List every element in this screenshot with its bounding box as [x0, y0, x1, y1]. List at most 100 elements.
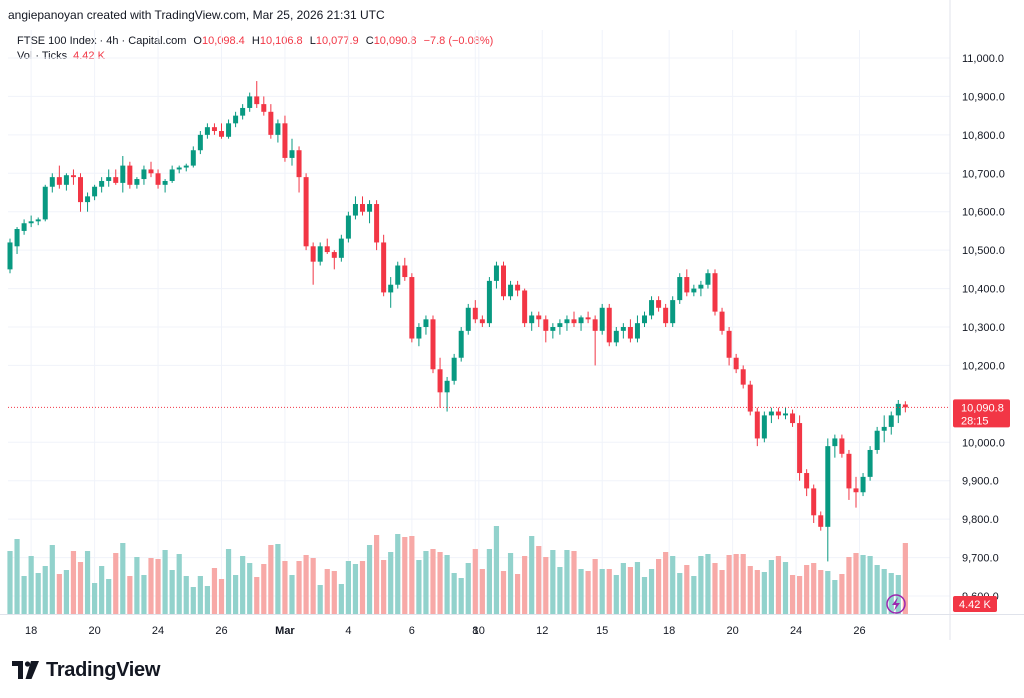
volume-bar [564, 550, 570, 614]
candle-body [839, 438, 845, 454]
close-label: C [365, 35, 374, 47]
candle-body [56, 177, 62, 185]
volume-bar [529, 536, 535, 614]
grid [0, 0, 1024, 640]
candle-body [211, 127, 217, 132]
volume-bar [747, 566, 753, 614]
volume-bar [853, 553, 859, 614]
candle-body [35, 219, 41, 222]
time-tick-label: 6 [409, 625, 415, 637]
time-axis[interactable]: 18 20 24 26 Mar 4 6 810 12 15 18 20 24 26 [25, 625, 866, 637]
candle-body [747, 384, 753, 412]
volume-bar [141, 575, 147, 614]
candle-body [28, 221, 34, 224]
candle-body [275, 123, 281, 135]
candle-body [486, 280, 492, 324]
price-tick-label: 9,800.0 [962, 514, 999, 526]
candle-body [902, 404, 908, 408]
volume-bar [7, 551, 13, 614]
volume-bar [282, 561, 288, 614]
candle-body [585, 317, 591, 320]
time-tick-label: 20 [88, 625, 100, 637]
volume-bar [381, 560, 387, 614]
volume-bar [268, 545, 274, 614]
candle-body [881, 426, 887, 431]
volume-bar [641, 577, 648, 614]
volume-bar [120, 543, 126, 614]
volume-bar [63, 570, 69, 614]
volume-bar [627, 567, 633, 614]
candle-body [712, 273, 718, 312]
lightning-icon[interactable] [886, 594, 906, 614]
tradingview-logo[interactable]: TradingView [12, 658, 160, 682]
volume-bar [169, 570, 175, 614]
volume-bar [275, 544, 281, 614]
volume-bar [663, 552, 669, 614]
candle-body [303, 177, 309, 247]
symbol-title[interactable]: FTSE 100 Index · 4h · Capital.com [17, 35, 187, 47]
volume-bar [867, 556, 873, 614]
candle-body [620, 327, 626, 331]
volume-bar [775, 556, 782, 614]
candle-body [613, 330, 619, 343]
candle-body [49, 177, 55, 187]
ohlc-row: FTSE 100 Index · 4h · Capital.com O10,09… [17, 34, 493, 49]
candle-body [719, 311, 725, 331]
volume-bar [458, 578, 464, 614]
volume-bar [585, 571, 591, 614]
volume-bar [860, 555, 866, 614]
volume-bar [874, 565, 880, 614]
candle-body [360, 204, 365, 212]
candle-body [247, 96, 253, 108]
time-tick-label: 18 [663, 625, 675, 637]
volume-bar [296, 561, 302, 614]
high-label: H [251, 35, 260, 47]
candle-body [352, 204, 358, 216]
price-axis[interactable]: 11,000.0 10,900.0 10,800.0 10,700.0 10,600.0… [962, 53, 1005, 603]
time-tick-label: 24 [790, 625, 802, 637]
time-tick-label: Mar [275, 625, 295, 637]
volume-bar [782, 562, 789, 614]
volume-label[interactable]: Vol · Ticks [17, 50, 68, 62]
chart-legend: FTSE 100 Index · 4h · Capital.com O10,09… [17, 34, 493, 64]
candle-body [564, 319, 570, 324]
candle-body [874, 430, 880, 450]
volume-bar [35, 573, 41, 614]
candle-body [63, 175, 69, 185]
candle-body [740, 369, 746, 385]
candle-body [627, 327, 633, 339]
candle-body [818, 515, 824, 527]
candle-body [310, 246, 316, 262]
candle-body [543, 319, 549, 331]
volume-bar [395, 534, 401, 614]
candle-body [479, 319, 485, 324]
volume-bar [211, 568, 218, 614]
price-tick-label: 10,800.0 [962, 130, 1005, 142]
candle-body [296, 150, 302, 178]
candle-body [113, 177, 119, 183]
candle-body [416, 327, 422, 339]
volume-bar [190, 587, 196, 614]
volume-bar [409, 536, 415, 614]
candle-body [85, 196, 91, 203]
candle-body [536, 315, 542, 320]
candle-body [797, 423, 803, 474]
candle-body [515, 284, 521, 291]
candle-body [895, 403, 901, 416]
volume-bar [14, 539, 20, 614]
volume-bar [317, 585, 323, 614]
candle-body [529, 315, 535, 324]
price-tick-label: 10,900.0 [962, 91, 1005, 103]
volume-bar [500, 571, 507, 614]
volume-bar [444, 555, 450, 614]
volume-bar [881, 569, 887, 614]
price-tick-label: 9,700.0 [962, 553, 999, 565]
candle-body [846, 453, 852, 489]
candle-body [120, 165, 126, 183]
volume-bar [634, 562, 641, 614]
volume-bar [656, 559, 662, 614]
change-value: −7.8 (−0.08%) [423, 35, 494, 47]
price-tick-label: 10,000.0 [962, 437, 1005, 449]
volume-bar [233, 575, 239, 614]
